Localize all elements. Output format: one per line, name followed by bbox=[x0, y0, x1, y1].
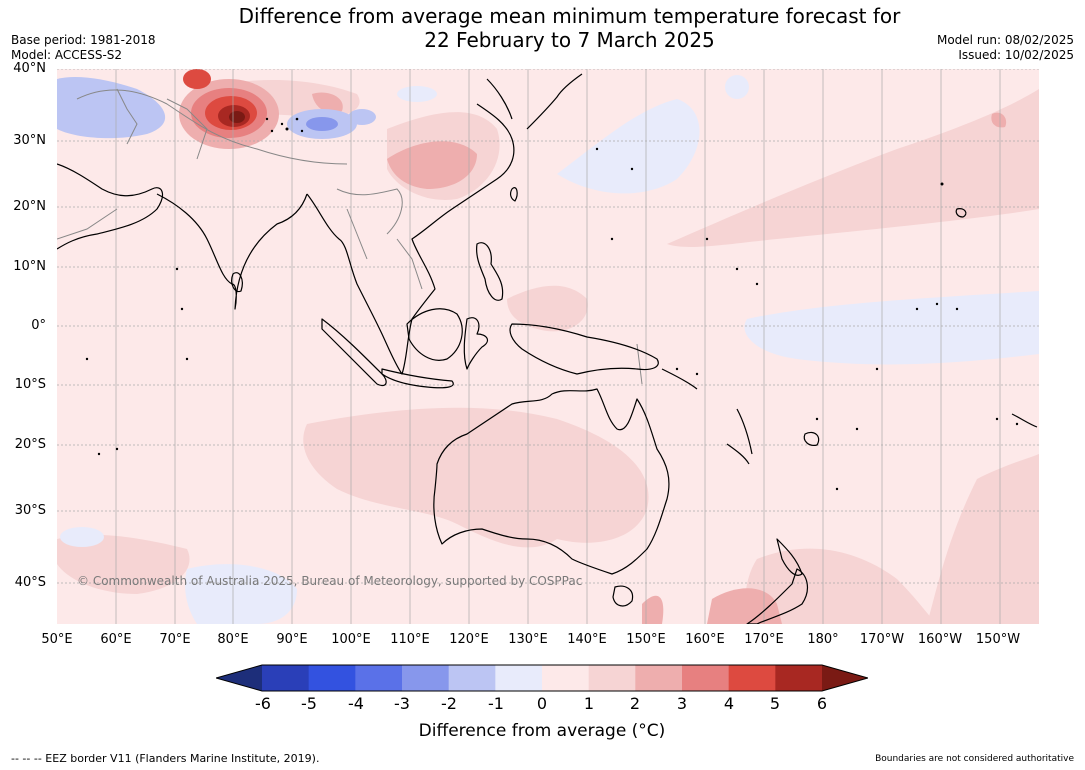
lon-label: 60°E bbox=[100, 632, 132, 647]
lat-label: 10°N bbox=[13, 259, 46, 274]
colorbar-segment bbox=[448, 665, 496, 691]
colorbar-segment bbox=[402, 665, 450, 691]
lon-label: 150°E bbox=[626, 632, 666, 647]
run-info-left: Base period: 1981-2018 Model: ACCESS-S2 bbox=[11, 33, 156, 63]
anomaly-2-3-areas bbox=[312, 92, 1007, 624]
title-line-1: Difference from average mean minimum tem… bbox=[238, 4, 901, 28]
colorbar-extend-high bbox=[822, 665, 868, 691]
colorbar-tick: -6 bbox=[255, 694, 271, 713]
colorbar-segment bbox=[775, 665, 823, 691]
copyright-notice: © Commonwealth of Australia 2025, Bureau… bbox=[77, 574, 583, 588]
colorbar-tick: -4 bbox=[348, 694, 364, 713]
lat-label: 40°S bbox=[14, 575, 46, 590]
lon-label: 180° bbox=[807, 632, 839, 647]
lat-label: 30°S bbox=[14, 503, 46, 518]
colorbar bbox=[216, 664, 868, 692]
colorbar-tick: 3 bbox=[676, 694, 688, 713]
lat-label: 10°S bbox=[14, 377, 46, 392]
map-title: Difference from average mean minimum tem… bbox=[0, 4, 1085, 52]
lat-label: 0° bbox=[31, 318, 46, 333]
colorbar-tick: -2 bbox=[441, 694, 457, 713]
colorbar-segment bbox=[308, 665, 356, 691]
colorbar-tick: 6 bbox=[816, 694, 828, 713]
colorbar-tick: 1 bbox=[583, 694, 595, 713]
lon-label: 90°E bbox=[276, 632, 308, 647]
colorbar-segments bbox=[216, 664, 868, 692]
colorbar-tick: -5 bbox=[301, 694, 317, 713]
eez-note: -- -- -- EEZ border V11 (Flanders Marine… bbox=[11, 752, 320, 765]
lon-label: 160°E bbox=[685, 632, 725, 647]
small-islands bbox=[85, 117, 1019, 491]
lon-label: 110°E bbox=[390, 632, 430, 647]
model-name: Model: ACCESS-S2 bbox=[11, 48, 123, 62]
colorbar-tick: 4 bbox=[723, 694, 735, 713]
colorbar-segment bbox=[542, 665, 590, 691]
colorbar-segment bbox=[262, 665, 310, 691]
colorbar-segment bbox=[588, 665, 636, 691]
lon-label: 100°E bbox=[331, 632, 371, 647]
colorbar-segment bbox=[682, 665, 730, 691]
lon-label: 170°W bbox=[859, 632, 905, 647]
colorbar-tick: -1 bbox=[488, 694, 504, 713]
colorbar-tick: 0 bbox=[536, 694, 548, 713]
colorbar-segment bbox=[728, 665, 776, 691]
model-run: Model run: 08/02/2025 bbox=[936, 33, 1074, 47]
country-borders bbox=[57, 88, 643, 385]
lon-label: 80°E bbox=[217, 632, 249, 647]
lon-label: 130°E bbox=[508, 632, 548, 647]
coastlines bbox=[57, 73, 1038, 624]
lat-label: 30°N bbox=[13, 133, 46, 148]
colorbar-segment bbox=[495, 665, 543, 691]
graticule bbox=[57, 69, 1039, 624]
lat-label: 20°S bbox=[14, 437, 46, 452]
colorbar-outline bbox=[216, 664, 868, 692]
lon-label: 120°E bbox=[449, 632, 489, 647]
colorbar-title: Difference from average (°C) bbox=[418, 721, 666, 741]
lon-label: 160°W bbox=[917, 632, 963, 647]
anomaly-warm-core bbox=[179, 69, 279, 149]
anomaly-map bbox=[57, 69, 1039, 624]
lon-label: 70°E bbox=[159, 632, 191, 647]
lon-label: 170°E bbox=[744, 632, 784, 647]
lon-label: 50°E bbox=[41, 632, 73, 647]
colorbar-tick: 5 bbox=[769, 694, 781, 713]
title-line-2: 22 February to 7 March 2025 bbox=[424, 28, 715, 52]
boundaries-note: Boundaries are not considered authoritat… bbox=[875, 754, 1074, 764]
colorbar-segment bbox=[635, 665, 683, 691]
colorbar-extend-low bbox=[216, 665, 262, 691]
colorbar-tick: 2 bbox=[629, 694, 641, 713]
anomaly-cool-areas bbox=[57, 75, 1039, 624]
base-period: Base period: 1981-2018 bbox=[11, 33, 156, 47]
run-info-right: Model run: 08/02/2025 Issued: 10/02/2025 bbox=[937, 33, 1074, 63]
issued-date: Issued: 10/02/2025 bbox=[958, 48, 1074, 62]
lat-label: 20°N bbox=[13, 199, 46, 214]
lon-label: 150°W bbox=[975, 632, 1021, 647]
lon-label: 140°E bbox=[567, 632, 607, 647]
colorbar-tick: -3 bbox=[394, 694, 410, 713]
colorbar-segment bbox=[355, 665, 403, 691]
lat-label: 40°N bbox=[13, 61, 46, 76]
